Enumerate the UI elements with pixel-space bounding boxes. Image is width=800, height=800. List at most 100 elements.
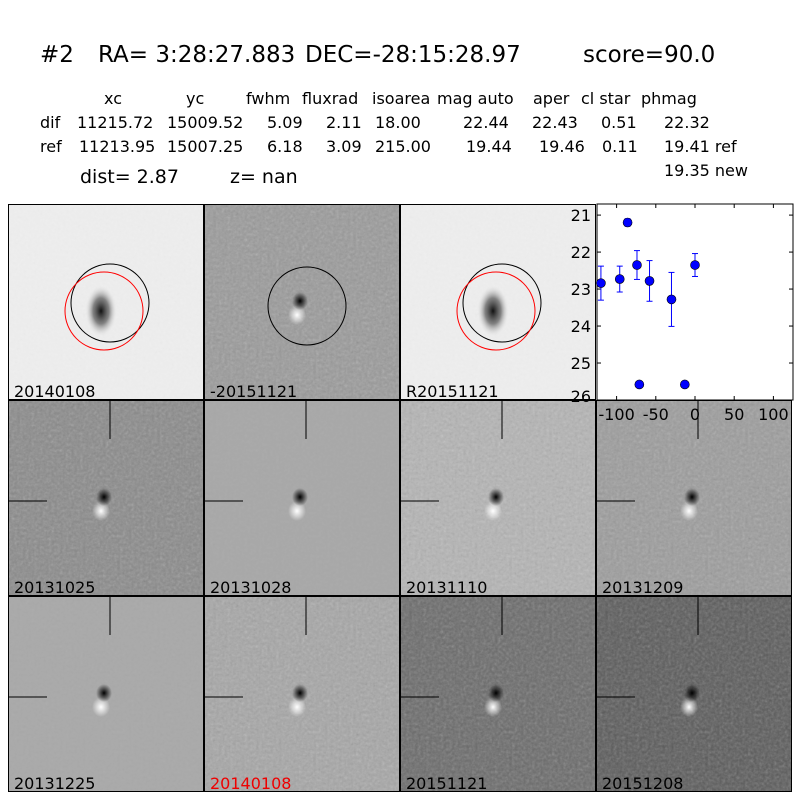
y-tick-label: 26: [571, 387, 591, 406]
table-cell: 19.44: [466, 137, 512, 156]
row-label: dif: [40, 113, 61, 132]
image-stamp: 20131110: [400, 400, 596, 596]
table-cell: 19.46: [539, 137, 585, 156]
positive-lobe: [288, 501, 306, 521]
y-tick-label: 23: [571, 280, 591, 299]
stamp-date-label: 20131028: [210, 578, 292, 596]
table-cell: 215.00: [375, 137, 431, 156]
source-blob: [477, 285, 509, 337]
negative-lobe: [684, 488, 700, 506]
column-header: mag auto: [437, 89, 514, 108]
image-stamp: 20151121: [400, 596, 596, 792]
black-aperture-circle: [462, 263, 542, 343]
plot-area: [596, 203, 794, 401]
x-tick-label: 100: [758, 405, 789, 424]
table-cell: 11213.95: [79, 137, 156, 156]
negative-lobe: [488, 488, 504, 506]
stamp-date-label: -20151121: [210, 382, 298, 400]
positive-lobe: [288, 697, 306, 717]
negative-lobe: [684, 684, 700, 702]
column-header: yc: [186, 89, 205, 108]
red-aperture-circle: [64, 271, 144, 351]
table-cell: 15007.25: [167, 137, 244, 156]
image-stamp: -20151121: [204, 204, 400, 400]
black-aperture-circle: [70, 263, 150, 343]
data-point: [622, 217, 633, 228]
stamp-date-label: 20140108: [14, 382, 96, 400]
table-cell: 6.18: [267, 137, 303, 156]
y-tick-label: 21: [571, 206, 591, 225]
table-cell: 3.09: [326, 137, 362, 156]
image-stamp: 20140108: [204, 596, 400, 792]
stamp-date-label: 20131025: [14, 578, 96, 596]
image-stamp: 20151208: [596, 596, 792, 792]
table-cell: 0.51: [601, 113, 637, 132]
table-cell: 19.41 ref: [664, 137, 737, 156]
negative-lobe: [292, 684, 308, 702]
data-point: [666, 294, 677, 305]
positive-lobe: [92, 501, 110, 521]
phmag-new: 19.35 new: [664, 161, 748, 180]
image-stamp: R20151121: [400, 204, 596, 400]
red-aperture-circle: [456, 271, 536, 351]
source-blob: [85, 285, 117, 337]
column-header: fwhm: [246, 89, 291, 108]
row-label: ref: [40, 137, 62, 156]
stamp-date-label: R20151121: [406, 382, 499, 400]
column-header: phmag: [641, 89, 697, 108]
column-header: cl star: [581, 89, 631, 108]
z-value: z= nan: [230, 166, 298, 188]
column-header: xc: [104, 89, 122, 108]
data-point: [644, 276, 655, 286]
image-stamp: 20131025: [8, 400, 204, 596]
negative-lobe: [96, 488, 112, 506]
data-point: [680, 379, 690, 390]
positive-lobe: [484, 501, 502, 521]
y-tick-label: 24: [571, 317, 591, 336]
x-tick-label: 0: [690, 405, 700, 424]
stamp-date-label: 20151208: [602, 774, 684, 792]
x-tick-label: 50: [724, 405, 744, 424]
data-point: [690, 260, 700, 270]
x-tick-label: -50: [643, 405, 669, 424]
negative-lobe: [96, 684, 112, 702]
table-cell: 2.11: [326, 113, 362, 132]
stamp-date-label: 20131110: [406, 578, 488, 596]
dec-value: DEC=-28:15:28.97: [305, 42, 521, 68]
data-point: [632, 260, 642, 270]
negative-lobe: [292, 292, 308, 310]
positive-lobe: [92, 697, 110, 717]
table-cell: 22.32: [664, 113, 710, 132]
stamp-date-label: 20140108: [210, 774, 292, 792]
positive-lobe: [288, 305, 306, 325]
negative-lobe: [292, 488, 308, 506]
negative-lobe: [488, 684, 504, 702]
black-aperture-circle: [267, 266, 347, 346]
data-point: [634, 379, 645, 390]
image-stamp: 20140108: [8, 204, 204, 400]
image-stamp: 20131028: [204, 400, 400, 596]
candidate-id: #2: [40, 42, 74, 68]
table-cell: 11215.72: [77, 113, 154, 132]
positive-lobe: [484, 697, 502, 717]
light-curve-chart: 21 22 23 24 25 26 -100 -50 0 50 100: [571, 203, 794, 424]
column-header: aper: [533, 89, 570, 108]
y-tick-label: 22: [571, 243, 591, 262]
data-point: [614, 274, 625, 284]
table-cell: 5.09: [267, 113, 303, 132]
positive-lobe: [680, 501, 698, 521]
table-cell: 15009.52: [167, 113, 244, 132]
data-point: [596, 278, 606, 288]
stamp-date-label: 20131209: [602, 578, 684, 596]
stamp-date-label: 20151121: [406, 774, 488, 792]
table-cell: 18.00: [375, 113, 421, 132]
table-cell: 22.43: [532, 113, 578, 132]
image-stamp: 20131225: [8, 596, 204, 792]
table-cell: 22.44: [463, 113, 509, 132]
column-header: fluxrad: [302, 89, 359, 108]
score-value: score=90.0: [583, 42, 716, 68]
ra-value: RA= 3:28:27.883: [98, 42, 296, 68]
image-stamp: 20131209: [596, 400, 792, 596]
stamp-date-label: 20131225: [14, 774, 96, 792]
